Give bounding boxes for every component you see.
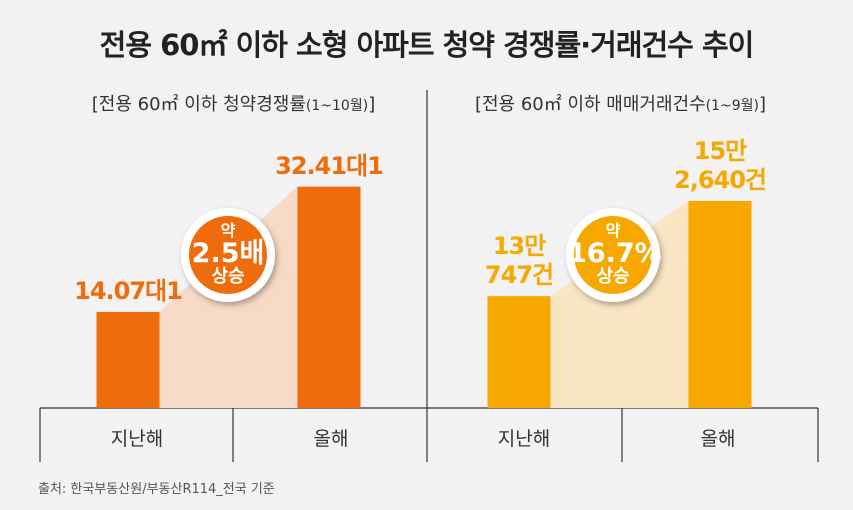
bar [688,200,752,408]
badge-line: 상승 [211,266,245,288]
subtitle: [전용 60㎡ 이하 매매거래건수(1~9월)] [427,90,814,116]
value-label: 14.07대1 [74,276,183,305]
badge-line: 2.5배 [191,237,265,269]
badge [574,216,652,294]
badge-line: 상승 [596,266,630,288]
subtitle-part: ] [759,94,767,115]
badge-line: 약 [220,221,236,240]
bar [297,186,361,408]
title: 전용 60㎡ 이하 소형 아파트 청약 경쟁률·거래건수 추이 [99,28,755,62]
category-label: 올해 [700,428,736,450]
subtitle-part: [전용 60㎡ 이하 청약경쟁률 [91,94,306,115]
category-label: 지난해 [497,428,551,450]
value-label: 13만 747건 [484,232,554,290]
category-label: 지난해 [110,428,164,450]
category-label: 올해 [313,428,349,450]
badge [189,216,267,294]
subtitle-part: (1~10월) [305,98,369,114]
badge-text: 약 2.5배 상승 [183,221,273,288]
bar [487,296,551,408]
source: 출처: 한국부동산원/부동산R114_전국 기준 [38,482,275,497]
subtitle-part: [전용 60㎡ 이하 매매거래건수 [474,94,706,115]
subtitle: [전용 60㎡ 이하 청약경쟁률(1~10월)] [40,90,427,116]
subtitle-part: ] [368,94,376,115]
badge-line: 약 [605,221,621,240]
value-label: 15만 2,640건 [674,136,767,194]
badge-line: 16.7% [568,237,662,269]
badge-text: 약 16.7% 상승 [568,221,662,288]
value-label: 32.41대1 [275,151,384,180]
subtitle-part: (1~9월) [705,98,760,114]
bar [96,311,160,408]
